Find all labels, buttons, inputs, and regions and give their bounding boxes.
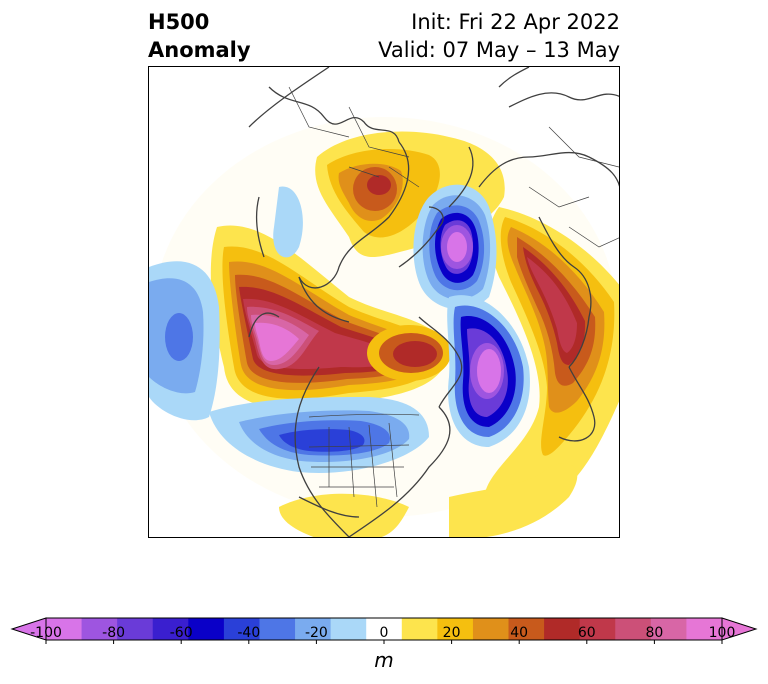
colorbar-swatch <box>544 618 581 640</box>
colorbar-swatch <box>46 618 83 640</box>
colorbar-tick-label: -60 <box>169 625 193 641</box>
colorbar-swatch <box>223 618 260 640</box>
borders <box>288 86 619 508</box>
anomaly-map <box>148 66 620 538</box>
us-trough <box>209 397 429 473</box>
valid-range: Valid: 07 May – 13 May <box>378 38 620 62</box>
colorbar-tick-label: 0 <box>379 625 389 641</box>
pacific-trough <box>149 261 220 421</box>
colorbar-tick-label: 20 <box>442 625 461 641</box>
colorbar-tick-label: -20 <box>304 625 328 641</box>
colorbar-swatch <box>508 618 545 640</box>
subtropical-ridge <box>449 463 578 537</box>
colorbar-unit: m <box>374 648 394 672</box>
colorbar-swatch <box>615 618 652 640</box>
arctic-trough <box>413 184 497 310</box>
anomaly-field <box>149 67 619 537</box>
colorbar-swatch <box>152 618 189 640</box>
north-atlantic-trough <box>447 295 530 447</box>
colorbar-swatch <box>579 618 616 640</box>
colorbar-swatch <box>401 618 438 640</box>
colorbar-swatch <box>437 618 474 640</box>
siberia-trough <box>273 186 303 258</box>
colorbar-swatch <box>650 618 687 640</box>
title-variable: H500 <box>148 10 210 34</box>
title-right: Init: Fri 22 Apr 2022 Valid: 07 May – 13… <box>378 8 620 64</box>
colorbar-tick-label: -40 <box>237 625 261 641</box>
colorbar <box>10 617 758 644</box>
colorbar-tick-label: 40 <box>510 625 529 641</box>
colorbar-tick-label: 100 <box>708 625 736 641</box>
title-left: H500 Anomaly <box>148 8 251 64</box>
colorbar-tick-label: -80 <box>102 625 126 641</box>
colorbar-swatch <box>366 618 403 640</box>
colorbar-tick-label: -100 <box>30 625 62 641</box>
colorbar-swatch <box>259 618 296 640</box>
colorbar-swatch <box>330 618 367 640</box>
canada-ridge <box>367 325 451 381</box>
colorbar-swatch <box>295 618 332 640</box>
colorbar-swatch <box>472 618 510 640</box>
colorbar-swatch <box>81 618 118 640</box>
coastlines <box>248 67 619 537</box>
colorbar-swatch <box>188 618 225 640</box>
colorbar-swatch <box>117 618 154 640</box>
colorbar-swatch <box>686 618 723 640</box>
colorbar-tick-label: 60 <box>577 625 596 641</box>
title-type: Anomaly <box>148 38 251 62</box>
colorbar-tick-label: 80 <box>645 625 664 641</box>
init-date: Init: Fri 22 Apr 2022 <box>411 10 620 34</box>
